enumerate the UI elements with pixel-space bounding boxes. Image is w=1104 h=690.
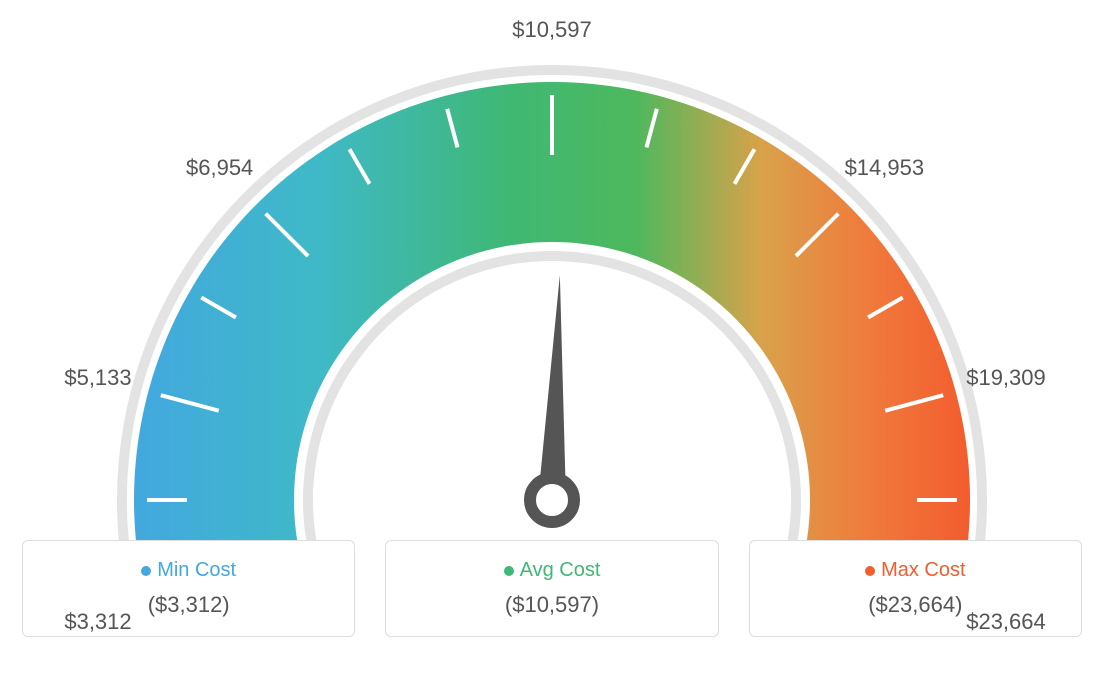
legend-row: Min Cost($3,312)Avg Cost($10,597)Max Cos… [22,540,1082,637]
legend-title-text: Max Cost [881,559,965,581]
gauge-scale-label: $10,597 [512,17,592,43]
gauge-scale-label: $6,954 [186,155,253,181]
legend-dot-icon [865,566,875,576]
legend-title-text: Avg Cost [520,559,601,581]
gauge-scale-label: $3,312 [64,609,131,635]
gauge-hub [530,478,574,522]
gauge-needle [538,275,566,500]
gauge-scale-label: $14,953 [845,155,925,181]
legend-title: Min Cost [33,559,344,582]
legend-box: Avg Cost ($10,597) [385,540,718,637]
legend-value: ($10,597) [396,592,707,618]
cost-gauge: $3,312$5,133$6,954$10,597$14,953$19,309$… [22,20,1082,540]
legend-title: Max Cost [760,559,1071,582]
gauge-svg [22,20,1082,540]
gauge-scale-label: $23,664 [966,609,1046,635]
legend-title: Avg Cost [396,559,707,582]
gauge-scale-label: $19,309 [966,365,1046,391]
gauge-scale-label: $5,133 [64,365,131,391]
legend-title-text: Min Cost [157,559,236,581]
legend-dot-icon [504,566,514,576]
legend-dot-icon [141,566,151,576]
